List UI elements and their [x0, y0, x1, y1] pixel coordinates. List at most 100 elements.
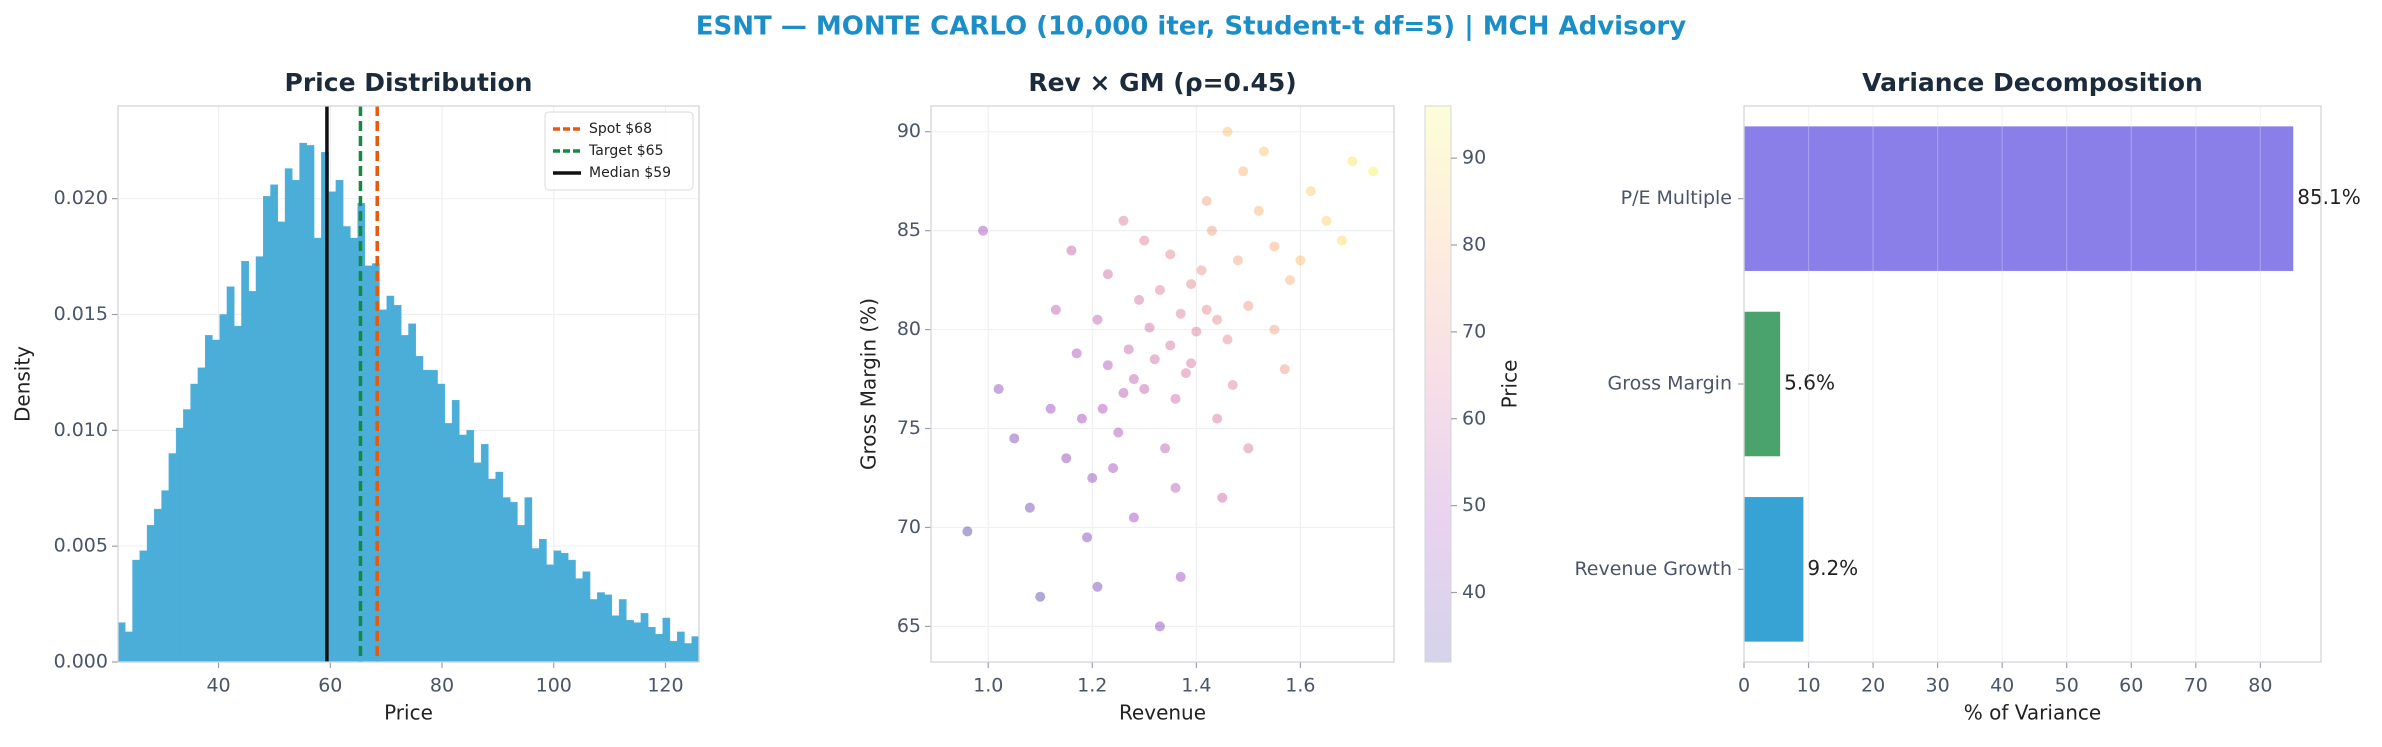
histogram-bar	[364, 265, 373, 663]
y-tick-label: 85	[897, 219, 921, 241]
scatter-point	[1186, 279, 1197, 290]
histogram-bar	[451, 400, 460, 663]
histogram-bar	[509, 501, 518, 663]
histogram-bar	[233, 325, 242, 663]
histogram-bar	[684, 643, 692, 663]
legend-box	[544, 111, 694, 191]
y-tick-label: 75	[897, 417, 921, 439]
histogram-bar	[444, 423, 453, 663]
histogram-bar	[640, 613, 649, 663]
scatter-point	[1071, 348, 1082, 359]
scatter-point	[962, 526, 973, 537]
histogram-bar	[662, 617, 671, 663]
histogram-bar	[263, 196, 271, 663]
histogram-bar	[139, 550, 148, 663]
scatter-point	[1206, 225, 1217, 236]
x-tick-label: 20	[1861, 675, 1885, 697]
histogram-bar	[495, 471, 504, 663]
y-axis-label: Density	[11, 346, 35, 422]
scatter-point	[1082, 532, 1093, 543]
bar	[1744, 126, 2294, 271]
axes-title: Rev × GM (ρ=0.45)	[1028, 68, 1296, 97]
x-axis-label: Revenue	[1119, 701, 1206, 725]
histogram-bar	[342, 226, 351, 663]
scatter-point	[1050, 304, 1061, 315]
y-tick-label: 0.000	[54, 651, 108, 673]
scatter-point	[1139, 383, 1150, 394]
colorbar-tick-label: 70	[1462, 320, 1486, 342]
y-tick-label: 0.010	[54, 419, 108, 441]
x-tick-label: 30	[1926, 675, 1950, 697]
histogram-bar	[175, 427, 184, 663]
x-tick-label: 80	[430, 675, 454, 697]
y-axis-label: Gross Margin (%)	[857, 298, 881, 470]
x-tick-label: 1.0	[973, 675, 1003, 697]
figure-title: ESNT — MONTE CARLO (10,000 iter, Student…	[696, 12, 1686, 42]
colorbar-tick-label: 50	[1462, 494, 1486, 516]
histogram-bar	[284, 168, 293, 663]
scatter-point	[1123, 344, 1134, 355]
colorbar-label: Price	[1498, 360, 1522, 409]
scatter-point	[1035, 591, 1046, 602]
scatter-point	[1097, 403, 1108, 414]
histogram-bar	[633, 622, 642, 663]
colorbar-tick-label: 60	[1462, 407, 1486, 429]
x-axis-label: % of Variance	[1964, 701, 2101, 725]
scatter-point	[1191, 326, 1202, 337]
scatter-point	[1139, 235, 1150, 246]
data-label: 5.6%	[1784, 371, 1835, 395]
scatter-point	[1227, 379, 1238, 390]
legend-label: Spot $68	[589, 121, 652, 137]
histogram-bar	[524, 497, 533, 663]
scatter-point	[1092, 581, 1103, 592]
histogram-bar	[546, 564, 554, 663]
histogram-bar	[422, 369, 431, 663]
histogram-bar	[226, 286, 235, 663]
scatter-point	[1087, 472, 1098, 483]
histogram-bar	[117, 622, 126, 663]
histogram-bar	[626, 620, 634, 663]
scatter-point	[1243, 300, 1254, 311]
scatter-point	[1253, 205, 1264, 216]
scatter-point	[993, 383, 1004, 394]
y-tick-label: P/E Multiple	[1621, 187, 1732, 209]
histogram-bar	[575, 578, 583, 663]
data-label: 9.2%	[1807, 556, 1858, 580]
scatter-point	[1128, 374, 1139, 385]
scatter-point	[1154, 621, 1165, 632]
histogram-bar	[248, 291, 257, 663]
scatter-point	[1045, 403, 1056, 414]
legend-label: Target $65	[588, 143, 663, 159]
scatter-point	[1232, 255, 1243, 266]
histogram-bar	[335, 179, 344, 663]
scatter-point	[1165, 249, 1176, 260]
histogram-bar	[386, 295, 395, 663]
data-label: 85.1%	[2297, 185, 2361, 209]
scatter-point	[1196, 265, 1207, 276]
histogram-bar	[313, 237, 322, 663]
histogram-bar	[306, 145, 315, 663]
scatter-point	[1175, 308, 1186, 319]
histogram-bar	[401, 335, 409, 663]
scatter-point	[1118, 387, 1129, 398]
colorbar-tick-label: 80	[1462, 234, 1486, 256]
histogram-bar	[299, 142, 308, 663]
scatter-point	[1160, 443, 1171, 454]
y-tick-label: Gross Margin	[1608, 373, 1732, 395]
scatter-point	[1212, 314, 1223, 325]
bar	[1744, 311, 1781, 457]
x-tick-label: 0	[1738, 675, 1750, 697]
histogram-bar	[459, 434, 467, 663]
histogram-bar	[146, 525, 155, 663]
histogram-bar	[488, 478, 496, 663]
histogram-bar	[350, 237, 358, 663]
y-tick-label: 0.015	[54, 303, 108, 325]
histogram-bar	[292, 179, 300, 663]
scatter-point	[1368, 166, 1379, 177]
histogram-bar	[568, 559, 576, 663]
axes-frame	[930, 105, 1395, 663]
histogram-bar	[553, 550, 562, 663]
histogram-bar	[241, 261, 249, 663]
